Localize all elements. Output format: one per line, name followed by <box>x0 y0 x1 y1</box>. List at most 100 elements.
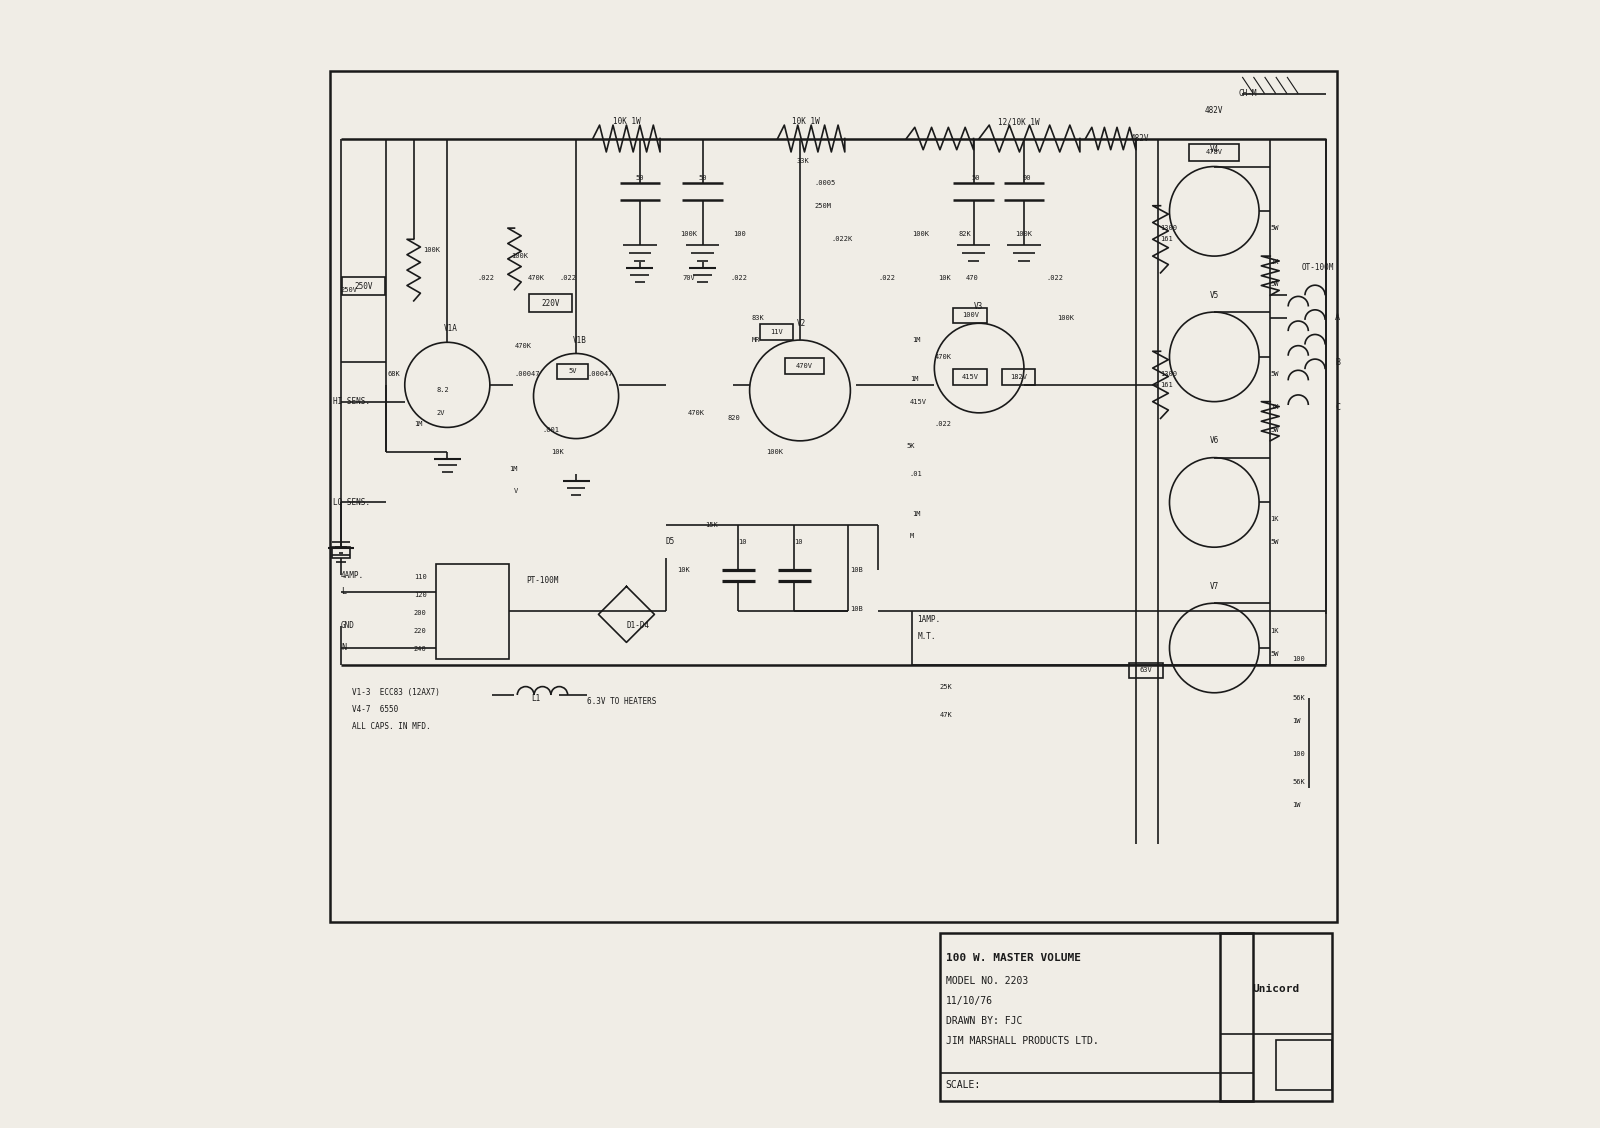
Text: .022: .022 <box>731 275 747 282</box>
Text: M.T.: M.T. <box>917 633 936 642</box>
Bar <box>331 547 350 558</box>
Text: B: B <box>1336 358 1341 367</box>
Text: GND: GND <box>341 622 355 631</box>
Text: 15K: 15K <box>706 522 717 528</box>
Text: 5W: 5W <box>1270 281 1278 288</box>
Text: 161: 161 <box>1160 236 1173 243</box>
Text: 1K: 1K <box>1270 404 1278 411</box>
Text: 470K: 470K <box>934 354 952 360</box>
Text: 100V: 100V <box>962 312 979 318</box>
Text: 250V: 250V <box>341 287 358 292</box>
Text: 8.2: 8.2 <box>437 387 450 394</box>
Text: 50: 50 <box>698 175 707 180</box>
Text: V6: V6 <box>1210 437 1219 446</box>
Text: 1300: 1300 <box>1160 226 1178 231</box>
Text: 10: 10 <box>795 538 803 545</box>
Text: 250V: 250V <box>354 282 373 291</box>
Text: 10K: 10K <box>552 449 565 455</box>
Text: 5K: 5K <box>906 443 915 449</box>
Text: .022K: .022K <box>832 236 853 243</box>
Text: 5W: 5W <box>1270 371 1278 377</box>
Text: 10: 10 <box>739 538 747 545</box>
Text: 1300: 1300 <box>1160 371 1178 377</box>
Text: 100K: 100K <box>422 247 440 254</box>
Text: 4AMP.: 4AMP. <box>341 571 365 580</box>
Bar <box>954 369 987 385</box>
Text: 5V: 5V <box>568 369 578 374</box>
Text: V1-3  ECC83 (12AX7): V1-3 ECC83 (12AX7) <box>352 688 440 697</box>
Text: M: M <box>910 534 914 539</box>
Text: MR: MR <box>752 337 760 343</box>
Text: 1M: 1M <box>910 377 918 382</box>
Text: 1W: 1W <box>1293 802 1301 808</box>
Text: 63V: 63V <box>1139 668 1152 673</box>
Text: 470K: 470K <box>528 275 546 282</box>
Text: 100 W. MASTER VOLUME: 100 W. MASTER VOLUME <box>946 953 1080 963</box>
Text: .022: .022 <box>477 275 494 282</box>
Text: 1M: 1M <box>912 337 920 343</box>
Text: D1-D4: D1-D4 <box>627 622 650 631</box>
Bar <box>437 564 509 659</box>
Text: V: V <box>514 488 518 494</box>
Text: 10K: 10K <box>677 566 690 573</box>
Text: 161: 161 <box>1160 382 1173 388</box>
Bar <box>786 358 824 373</box>
Text: 220V: 220V <box>541 299 560 308</box>
Text: 482V: 482V <box>1205 106 1224 115</box>
Text: JIM MARSHALL PRODUCTS LTD.: JIM MARSHALL PRODUCTS LTD. <box>946 1036 1098 1046</box>
Text: 50: 50 <box>635 175 645 180</box>
Bar <box>1219 934 1331 1101</box>
Text: D5: D5 <box>666 537 675 546</box>
Text: N: N <box>341 643 346 652</box>
Text: 100K: 100K <box>766 449 784 455</box>
Text: MODEL NO. 2203: MODEL NO. 2203 <box>946 976 1027 986</box>
Text: DRAWN BY: FJC: DRAWN BY: FJC <box>946 1016 1022 1025</box>
Text: 482V: 482V <box>1130 134 1149 143</box>
Text: 415V: 415V <box>910 398 926 405</box>
Text: .022: .022 <box>934 421 952 428</box>
Text: 10K 1W: 10K 1W <box>613 117 640 126</box>
Text: 68K: 68K <box>387 371 400 377</box>
Bar <box>760 325 794 340</box>
Text: .0005: .0005 <box>814 180 835 186</box>
Text: 11V: 11V <box>770 329 782 335</box>
Text: 470V: 470V <box>795 363 813 369</box>
Text: V3: V3 <box>973 302 982 311</box>
Text: L1: L1 <box>531 694 541 703</box>
Text: 25K: 25K <box>939 685 952 690</box>
Text: 1M: 1M <box>509 466 517 472</box>
Text: 100K: 100K <box>510 253 528 259</box>
Text: 5W: 5W <box>1270 426 1278 433</box>
Text: PT-100M: PT-100M <box>526 576 558 585</box>
Text: 1M: 1M <box>414 421 422 428</box>
Text: 5W: 5W <box>1270 226 1278 231</box>
Text: .001: .001 <box>542 426 560 433</box>
Text: V1A: V1A <box>443 325 458 334</box>
Text: 1M: 1M <box>912 511 920 517</box>
Bar <box>1130 662 1163 678</box>
Text: 100K: 100K <box>1058 315 1075 320</box>
Text: A: A <box>1336 314 1341 323</box>
Text: 220: 220 <box>414 628 427 634</box>
Text: 100K: 100K <box>680 231 698 237</box>
Text: 10K: 10K <box>938 275 950 282</box>
Text: 1K: 1K <box>1270 258 1278 265</box>
Bar <box>330 71 1338 923</box>
Text: 100: 100 <box>1293 751 1306 757</box>
Text: 415V: 415V <box>962 374 979 380</box>
Text: 56K: 56K <box>1293 695 1306 702</box>
Text: .00047: .00047 <box>587 371 613 377</box>
Text: 120: 120 <box>414 592 427 598</box>
Text: V2: V2 <box>797 319 806 328</box>
Text: 100: 100 <box>1293 656 1306 662</box>
Text: 56K: 56K <box>1293 779 1306 785</box>
Text: 182V: 182V <box>1010 374 1027 380</box>
Text: V5: V5 <box>1210 291 1219 300</box>
Text: ALL CAPS. IN MFD.: ALL CAPS. IN MFD. <box>352 722 430 731</box>
Text: V7: V7 <box>1210 582 1219 591</box>
Text: 11/10/76: 11/10/76 <box>946 996 992 1006</box>
Text: 70V: 70V <box>683 275 694 282</box>
Bar <box>954 308 987 324</box>
Text: .022: .022 <box>560 275 576 282</box>
Text: 12/10K 1W: 12/10K 1W <box>997 117 1038 126</box>
